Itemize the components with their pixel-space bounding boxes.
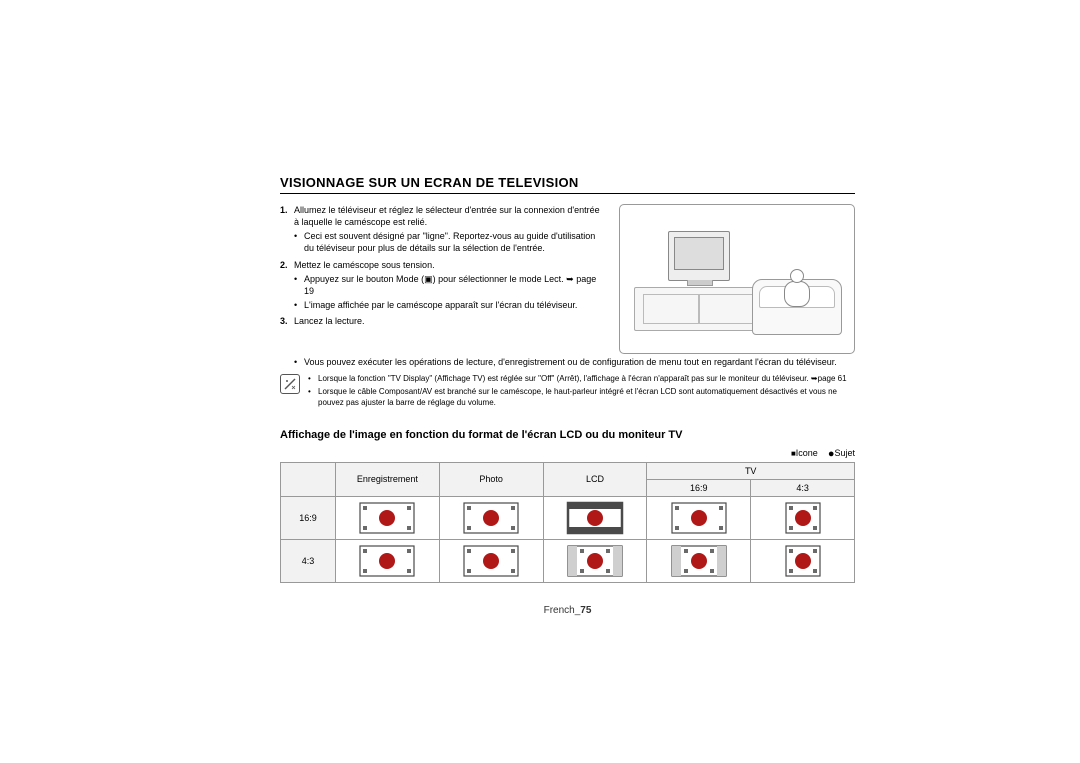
aspect-icon [755, 501, 850, 535]
page-footer: French_75 [280, 605, 855, 616]
aspect-icon [548, 544, 643, 578]
aspect-icon [548, 501, 643, 535]
row-43: 4:3 [281, 539, 855, 582]
step-3-continued: Vous pouvez exécuter les opérations de l… [280, 356, 855, 368]
aspect-icon [651, 544, 746, 578]
note-text: Lorsque la fonction "TV Display" (Affich… [308, 374, 855, 410]
subheading: Affichage de l'image en fonction du form… [280, 429, 855, 441]
col-tv: TV [647, 462, 855, 479]
step-1: 1. Allumez le téléviseur et réglez le sé… [280, 204, 607, 255]
instruction-text: 1. Allumez le téléviseur et réglez le sé… [280, 204, 607, 354]
col-lcd: LCD [543, 462, 647, 496]
row-169: 16:9 [281, 496, 855, 539]
aspect-icon [340, 501, 435, 535]
note-icon [280, 374, 300, 394]
col-photo: Photo [439, 462, 543, 496]
legend-subject-marker: ● [828, 448, 835, 460]
tv-illustration [619, 204, 855, 354]
aspect-icon [755, 544, 850, 578]
aspect-icon [651, 501, 746, 535]
note-box: Lorsque la fonction "TV Display" (Affich… [280, 374, 855, 410]
aspect-icon [340, 544, 435, 578]
col-tv-43: 4:3 [751, 479, 855, 496]
legend: ■Icone ●Sujet [280, 447, 855, 459]
col-rec: Enregistrement [336, 462, 440, 496]
col-tv-169: 16:9 [647, 479, 751, 496]
aspect-icon [444, 501, 539, 535]
aspect-table: Enregistrement Photo LCD TV 16:9 4:3 16:… [280, 462, 855, 583]
section-title: VISIONNAGE SUR UN ECRAN DE TELEVISION [280, 175, 855, 194]
aspect-icon [444, 544, 539, 578]
step-3: 3. Lancez la lecture. [280, 315, 607, 327]
step-2: 2. Mettez le caméscope sous tension. App… [280, 259, 607, 312]
